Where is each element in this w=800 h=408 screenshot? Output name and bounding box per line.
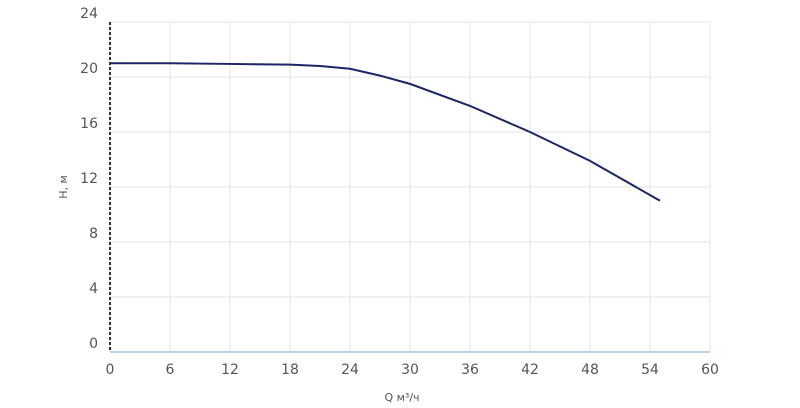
x-tick-label: 18 [281,362,299,378]
x-tick-label: 6 [166,362,175,378]
x-axis-label: Q м³/ч [384,391,419,404]
x-tick-label: 48 [581,362,599,378]
x-tick-label: 30 [401,362,419,378]
x-tick-label: 0 [106,362,115,378]
y-tick-label: 4 [89,281,98,297]
x-tick-label: 24 [341,362,359,378]
y-axis-label: H, м [57,175,70,199]
x-tick-label: 42 [521,362,539,378]
y-tick-label: 20 [80,61,98,77]
y-tick-label: 16 [80,116,98,132]
data-line [110,62,661,202]
x-tick-label: 54 [641,362,659,378]
x-tick-label: 12 [221,362,239,378]
y-tick-label: 0 [89,336,98,352]
y-tick-label: 12 [80,171,98,187]
y-tick-label: 8 [89,226,98,242]
x-tick-label: 36 [461,362,479,378]
y-tick-label: 24 [80,6,98,22]
x-tick-label: 60 [701,362,719,378]
